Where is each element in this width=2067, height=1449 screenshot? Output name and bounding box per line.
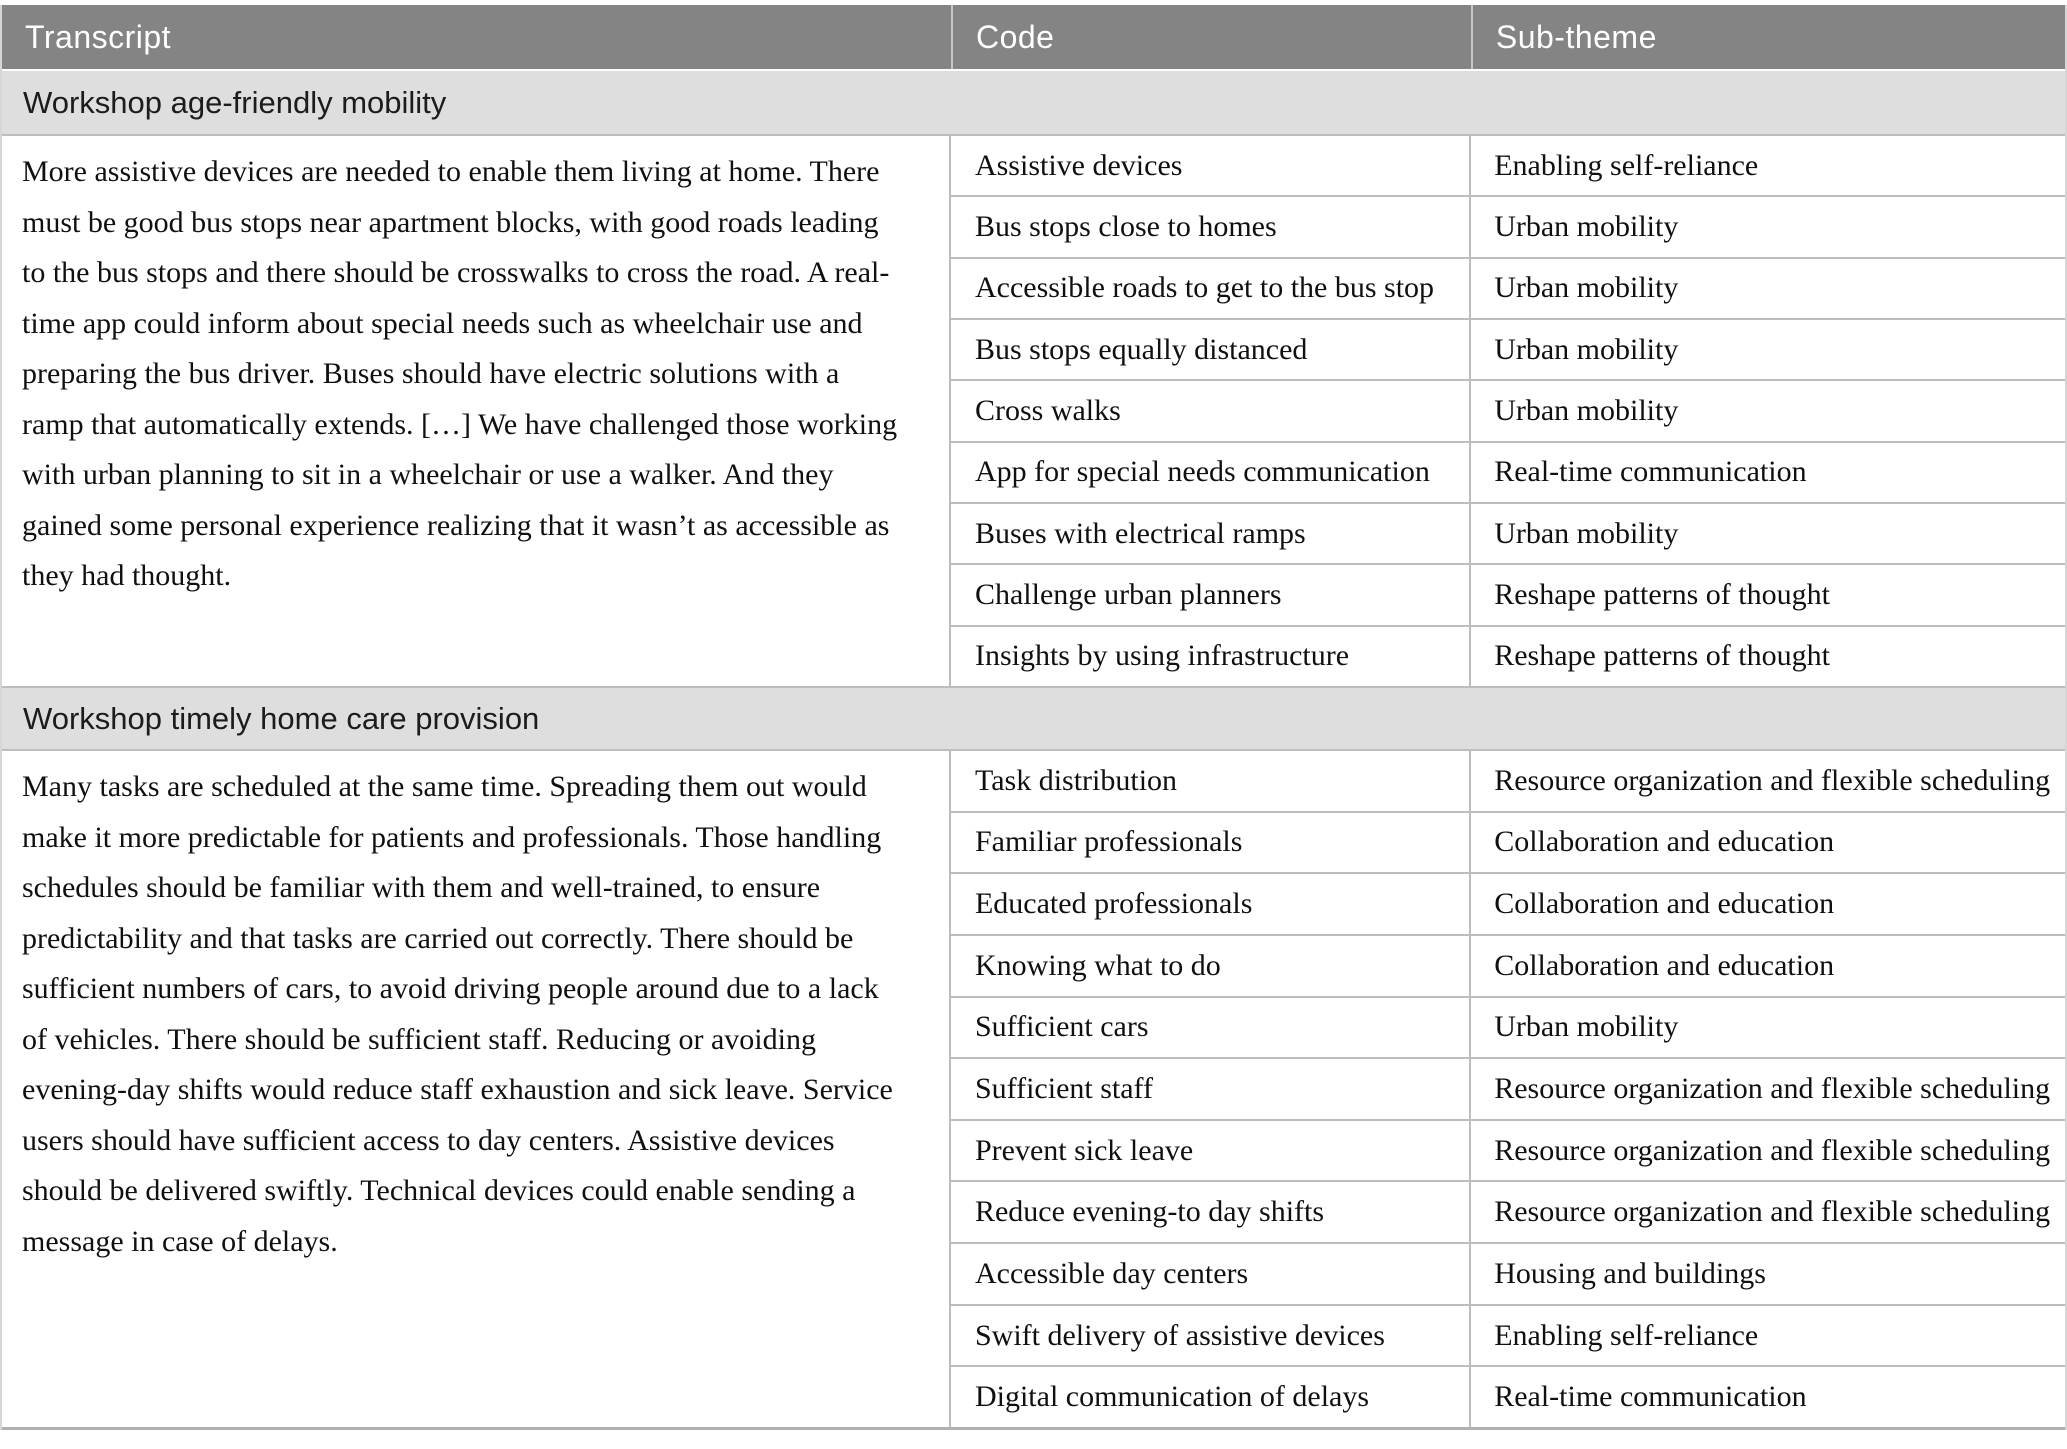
transcript-cell: Many tasks are scheduled at the same tim… (2, 751, 951, 1427)
subtheme-cell: Reshape patterns of thought (1494, 577, 1830, 611)
section-title: Workshop timely home care provision (23, 700, 540, 736)
subtheme-cell: Real-time communication (1494, 1380, 1807, 1414)
code-cell: Cross walks (951, 381, 1472, 441)
table-row: Bus stops equally distanced Urban mobili… (950, 317, 2065, 380)
section-body: Many tasks are scheduled at the same tim… (2, 751, 2065, 1430)
subtheme-cell: Urban mobility (1494, 209, 1679, 243)
table-header-row: Transcript Code Sub-theme (2, 5, 2065, 71)
code-subtheme-rows: Task distribution Resource organization … (950, 751, 2065, 1428)
code-cell: Swift delivery of assistive devices (951, 1305, 1472, 1366)
subtheme-cell: Urban mobility (1494, 1010, 1679, 1044)
subtheme-cell: Enabling self-reliance (1494, 148, 1759, 182)
transcript-text: More assistive devices are needed to ena… (22, 155, 898, 592)
subtheme-cell: Collaboration and education (1494, 948, 1835, 982)
code-cell: Task distribution (951, 751, 1472, 811)
code-column-header: Code (950, 5, 1471, 69)
code-cell: Digital communication of delays (951, 1367, 1472, 1428)
code-cell: Accessible day centers (951, 1244, 1472, 1304)
code-subtheme-rows: Assistive devices Enabling self-reliance… (950, 136, 2065, 686)
table-row: Digital communication of delays Real-tim… (950, 1365, 2065, 1428)
section-header-age-friendly-mobility: Workshop age-friendly mobility (2, 71, 2065, 136)
subtheme-cell: Reshape patterns of thought (1494, 639, 1830, 673)
subtheme-column-header: Sub-theme (1470, 5, 2065, 69)
table-row: Sufficient staff Resource organization a… (950, 1057, 2065, 1119)
table-row: Bus stops close to homes Urban mobility (950, 195, 2065, 257)
table-row: Sufficient cars Urban mobility (950, 995, 2065, 1058)
subtheme-cell: Resource organization and flexible sched… (1494, 763, 2051, 797)
table-row: Insights by using infrastructure Reshape… (950, 624, 2065, 686)
subtheme-cell: Urban mobility (1494, 393, 1679, 427)
subtheme-cell: Resource organization and flexible sched… (1494, 1072, 2051, 1106)
code-cell: Familiar professionals (951, 812, 1472, 873)
code-cell: Prevent sick leave (951, 1120, 1472, 1181)
code-cell: Reduce evening-to day shifts (951, 1182, 1472, 1243)
table-row: Task distribution Resource organization … (951, 751, 2065, 811)
transcript-column-header: Transcript (25, 18, 172, 55)
transcript-cell: More assistive devices are needed to ena… (2, 136, 951, 686)
code-cell: App for special needs communication (951, 442, 1472, 502)
table-row: App for special needs communication Real… (950, 440, 2065, 502)
subtheme-cell: Resource organization and flexible sched… (1494, 1133, 2051, 1167)
table-row: Challenge urban planners Reshape pattern… (950, 563, 2065, 625)
code-cell: Assistive devices (951, 136, 1472, 196)
code-cell: Knowing what to do (951, 935, 1472, 996)
table-row: Buses with electrical ramps Urban mobili… (950, 501, 2065, 564)
subtheme-cell: Real-time communication (1494, 455, 1807, 489)
code-cell: Bus stops equally distanced (951, 319, 1472, 380)
table-row: Cross walks Urban mobility (950, 379, 2065, 441)
subtheme-cell: Urban mobility (1494, 516, 1679, 550)
subtheme-cell: Collaboration and education (1494, 887, 1835, 921)
code-cell: Challenge urban planners (951, 565, 1472, 625)
code-cell: Buses with electrical ramps (951, 503, 1472, 564)
code-cell: Sufficient staff (951, 1059, 1472, 1119)
subtheme-cell: Enabling self-reliance (1494, 1318, 1759, 1352)
section-header-timely-home-care: Workshop timely home care provision (2, 686, 2065, 751)
table-row: Educated professionals Collaboration and… (950, 872, 2065, 934)
code-cell: Bus stops close to homes (951, 197, 1472, 257)
section-body: More assistive devices are needed to ena… (2, 136, 2065, 686)
subtheme-cell: Urban mobility (1494, 271, 1679, 305)
transcript-text: Many tasks are scheduled at the same tim… (22, 770, 893, 1258)
subtheme-cell: Housing and buildings (1494, 1256, 1766, 1290)
section-title: Workshop age-friendly mobility (23, 84, 447, 120)
code-cell: Insights by using infrastructure (951, 626, 1472, 686)
table-row: Reduce evening-to day shifts Resource or… (950, 1180, 2065, 1243)
subtheme-cell: Collaboration and education (1494, 825, 1835, 859)
code-cell: Educated professionals (951, 874, 1472, 934)
table-row: Prevent sick leave Resource organization… (950, 1118, 2065, 1181)
table-row: Assistive devices Enabling self-reliance (951, 136, 2065, 196)
subtheme-cell: Resource organization and flexible sched… (1494, 1195, 2051, 1229)
table-row: Accessible roads to get to the bus stop … (950, 256, 2065, 318)
table-row: Swift delivery of assistive devices Enab… (950, 1303, 2065, 1366)
table-row: Familiar professionals Collaboration and… (950, 810, 2065, 873)
table-row: Knowing what to do Collaboration and edu… (950, 933, 2065, 996)
code-cell: Sufficient cars (951, 997, 1472, 1058)
subtheme-cell: Urban mobility (1494, 332, 1679, 366)
code-cell: Accessible roads to get to the bus stop (951, 258, 1472, 318)
table-row: Accessible day centers Housing and build… (950, 1242, 2065, 1304)
coding-table: Transcript Code Sub-theme Workshop age-f… (0, 5, 2067, 1430)
